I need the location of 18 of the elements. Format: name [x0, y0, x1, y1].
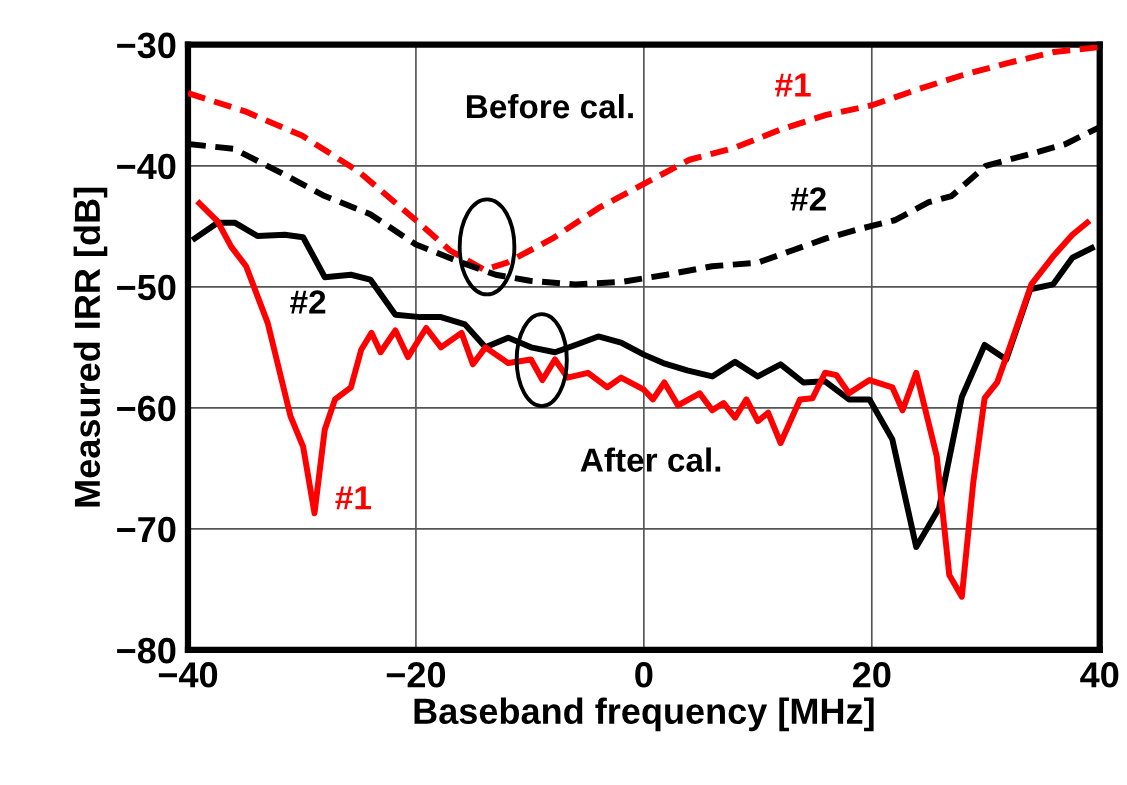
y-tick-label: −30	[117, 32, 176, 59]
x-tick-label: 40	[1080, 662, 1119, 688]
y-tick-label: −80	[117, 637, 176, 664]
x-tick-label: 20	[852, 662, 891, 688]
x-tick-label: 0	[635, 662, 653, 688]
x-tick-label: −40	[158, 662, 218, 688]
y-tick-label: −50	[117, 274, 176, 301]
x-tick-label: −20	[386, 662, 446, 688]
y-tick-label: −70	[117, 516, 176, 543]
series-label: #2	[290, 290, 326, 314]
series-label: #1	[335, 486, 371, 510]
y-axis-title: Measured IRR [dB]	[73, 187, 108, 507]
annotation: Before cal.	[466, 93, 633, 119]
x-axis-title: Baseband frequency [MHz]	[414, 697, 874, 732]
series-label: #2	[790, 187, 826, 211]
y-tick-label: −40	[117, 153, 176, 180]
y-tick-label: −60	[117, 395, 176, 422]
series-label: #1	[775, 73, 811, 97]
